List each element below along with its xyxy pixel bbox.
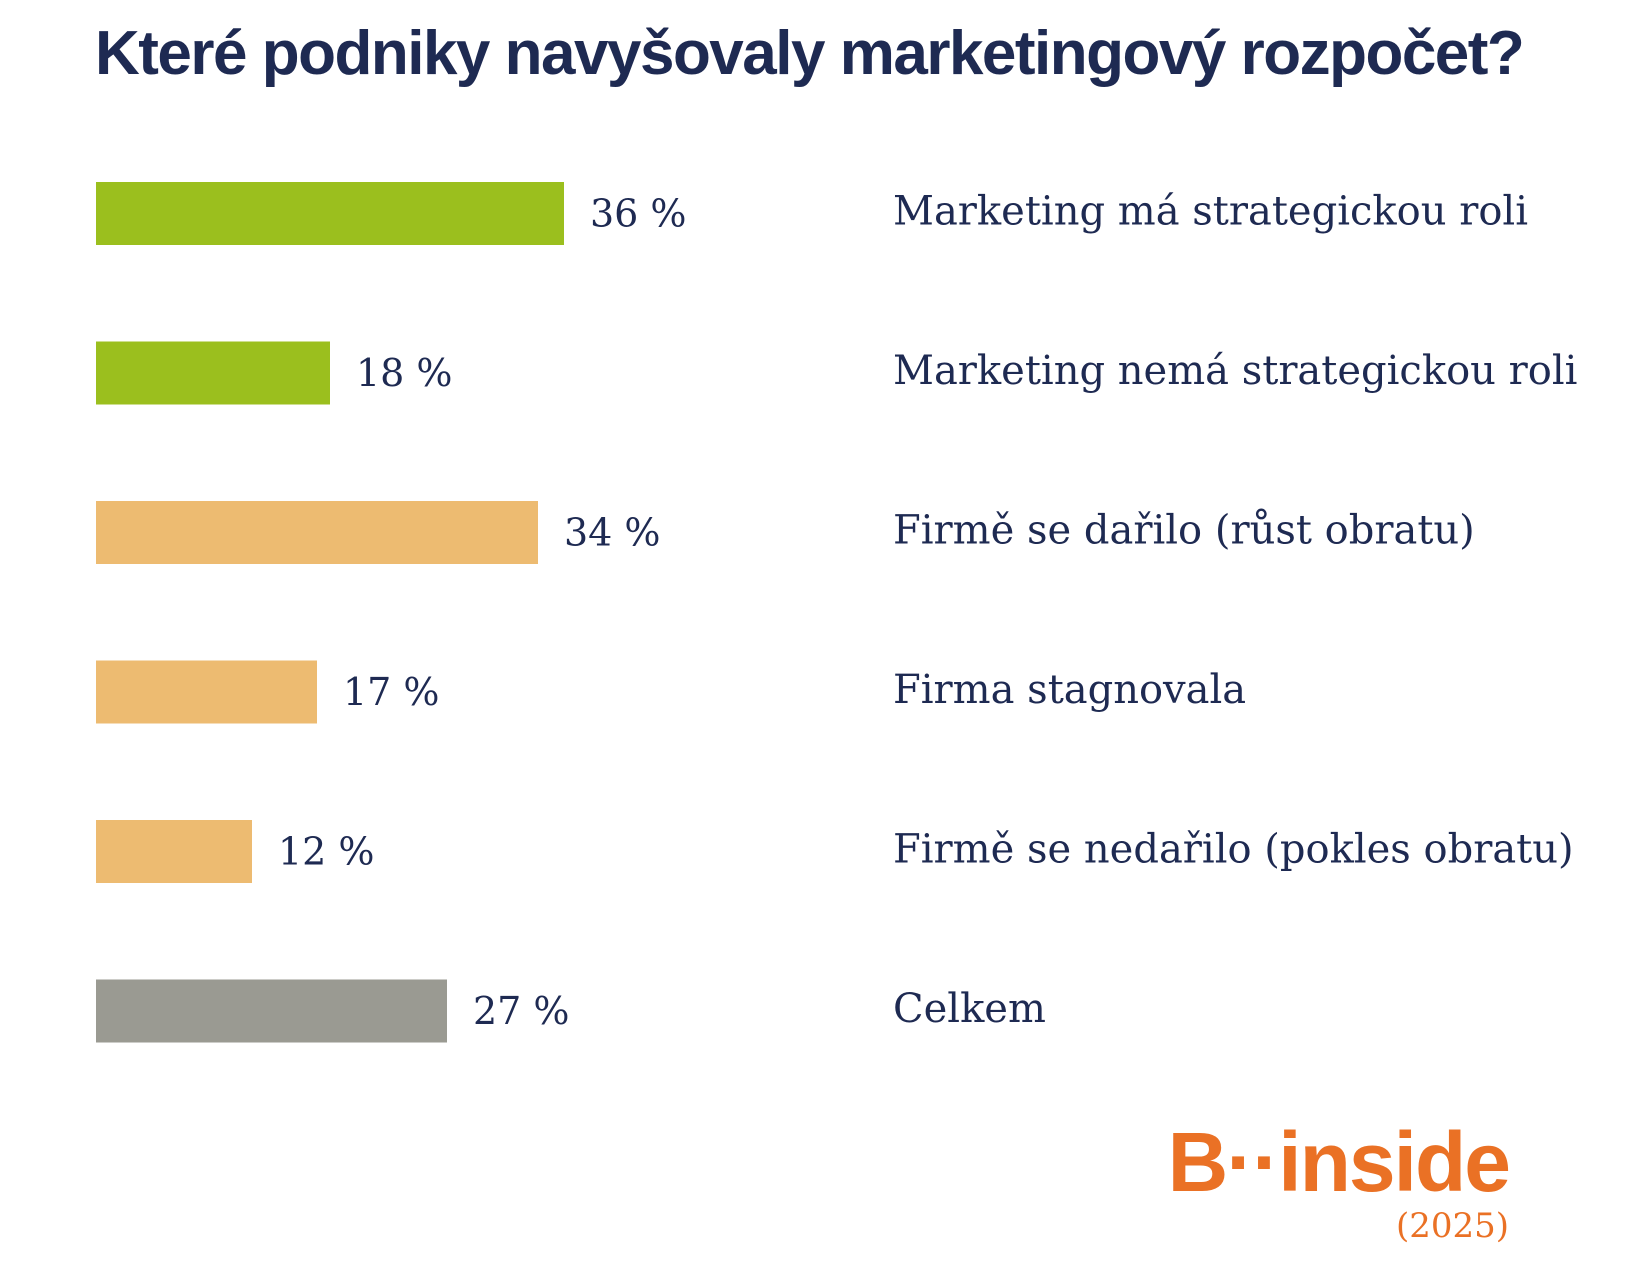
bar-2 [96, 341, 330, 405]
value-label-5: 12 % [278, 830, 375, 874]
b-inside-logo: B··inside (2025) [1167, 1115, 1511, 1246]
category-label-4: Firma stagnovala [893, 667, 1246, 713]
bar-5 [96, 820, 252, 883]
bar-6 [96, 979, 447, 1043]
category-label-1: Marketing má strategickou roli [893, 189, 1528, 235]
logo-year: (2025) [1395, 1206, 1509, 1246]
logo-wordmark: B··inside [1167, 1115, 1511, 1209]
bar-1 [96, 182, 564, 245]
value-label-4: 17 % [343, 670, 440, 714]
category-label-2: Marketing nemá strategickou roli [893, 348, 1577, 394]
value-label-6: 27 % [473, 989, 570, 1033]
bar-3 [96, 501, 538, 564]
chart-title: Které podniky navyšovaly marketingový ro… [95, 19, 1525, 88]
bar-4 [96, 660, 317, 724]
value-label-2: 18 % [356, 351, 453, 395]
category-label-3: Firmě se dařilo (růst obratu) [893, 508, 1475, 554]
category-label-5: Firmě se nedařilo (pokles obratu) [893, 827, 1574, 873]
category-label-6: Celkem [893, 986, 1046, 1032]
value-label-3: 34 % [564, 511, 661, 555]
value-label-1: 36 % [590, 192, 687, 236]
